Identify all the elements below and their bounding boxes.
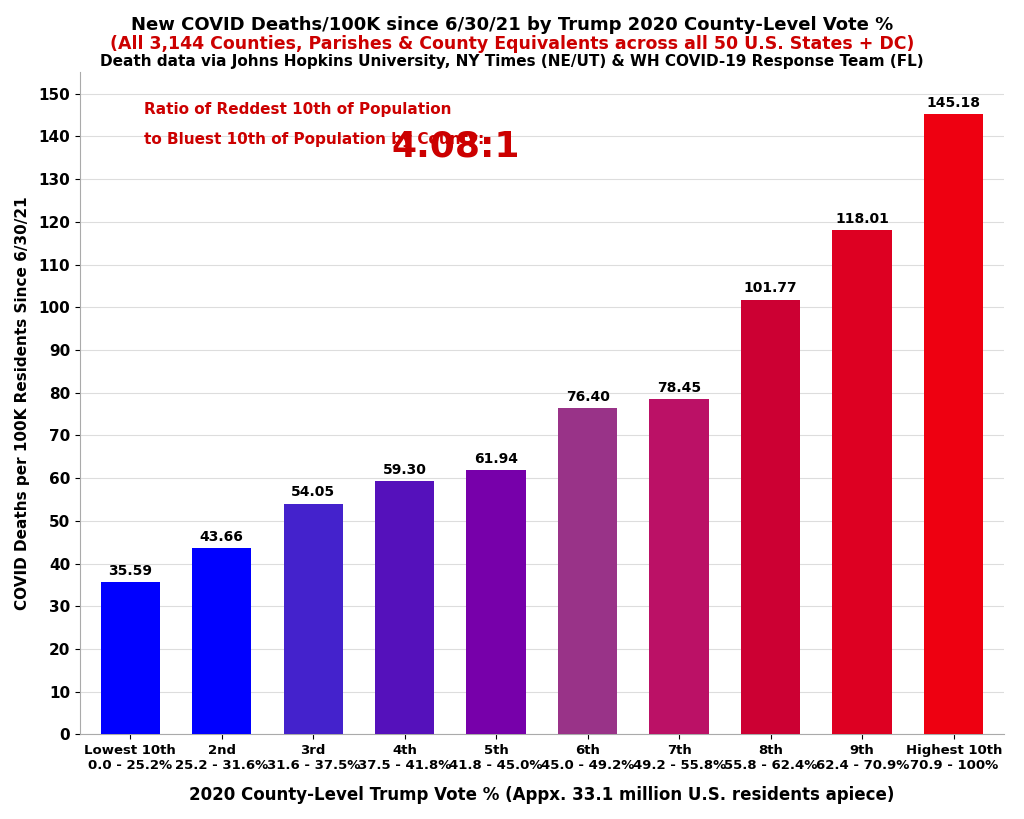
Text: 35.59: 35.59 <box>109 564 153 578</box>
Bar <box>467 470 526 735</box>
Text: 145.18: 145.18 <box>927 96 981 110</box>
Text: 59.30: 59.30 <box>383 463 427 477</box>
Bar <box>100 582 160 735</box>
Bar <box>193 548 252 735</box>
Bar <box>649 400 709 735</box>
Bar <box>558 408 617 735</box>
Text: 101.77: 101.77 <box>743 282 798 296</box>
Bar <box>833 230 892 735</box>
Text: 78.45: 78.45 <box>657 381 701 395</box>
Text: (All 3,144 Counties, Parishes & County Equivalents across all 50 U.S. States + D: (All 3,144 Counties, Parishes & County E… <box>110 35 914 53</box>
Text: 61.94: 61.94 <box>474 451 518 465</box>
Text: Death data via Johns Hopkins University, NY Times (NE/UT) & WH COVID-19 Response: Death data via Johns Hopkins University,… <box>100 54 924 69</box>
Text: 43.66: 43.66 <box>200 530 244 544</box>
Text: to Bluest 10th of Population by County:: to Bluest 10th of Population by County: <box>144 132 484 147</box>
Bar <box>375 481 434 735</box>
Text: 76.40: 76.40 <box>566 390 609 404</box>
Text: 118.01: 118.01 <box>836 212 889 226</box>
Bar <box>741 300 801 735</box>
Text: 4.08:1: 4.08:1 <box>391 130 519 164</box>
Y-axis label: COVID Deaths per 100K Residents Since 6/30/21: COVID Deaths per 100K Residents Since 6/… <box>15 197 30 610</box>
Text: New COVID Deaths/100K since 6/30/21 by Trump 2020 County-Level Vote %: New COVID Deaths/100K since 6/30/21 by T… <box>131 16 893 34</box>
Bar <box>924 115 983 735</box>
X-axis label: 2020 County-Level Trump Vote % (Appx. 33.1 million U.S. residents apiece): 2020 County-Level Trump Vote % (Appx. 33… <box>189 786 895 804</box>
Bar <box>284 504 343 735</box>
Text: 54.05: 54.05 <box>291 485 335 500</box>
Text: Ratio of Reddest 10th of Population: Ratio of Reddest 10th of Population <box>144 102 452 117</box>
